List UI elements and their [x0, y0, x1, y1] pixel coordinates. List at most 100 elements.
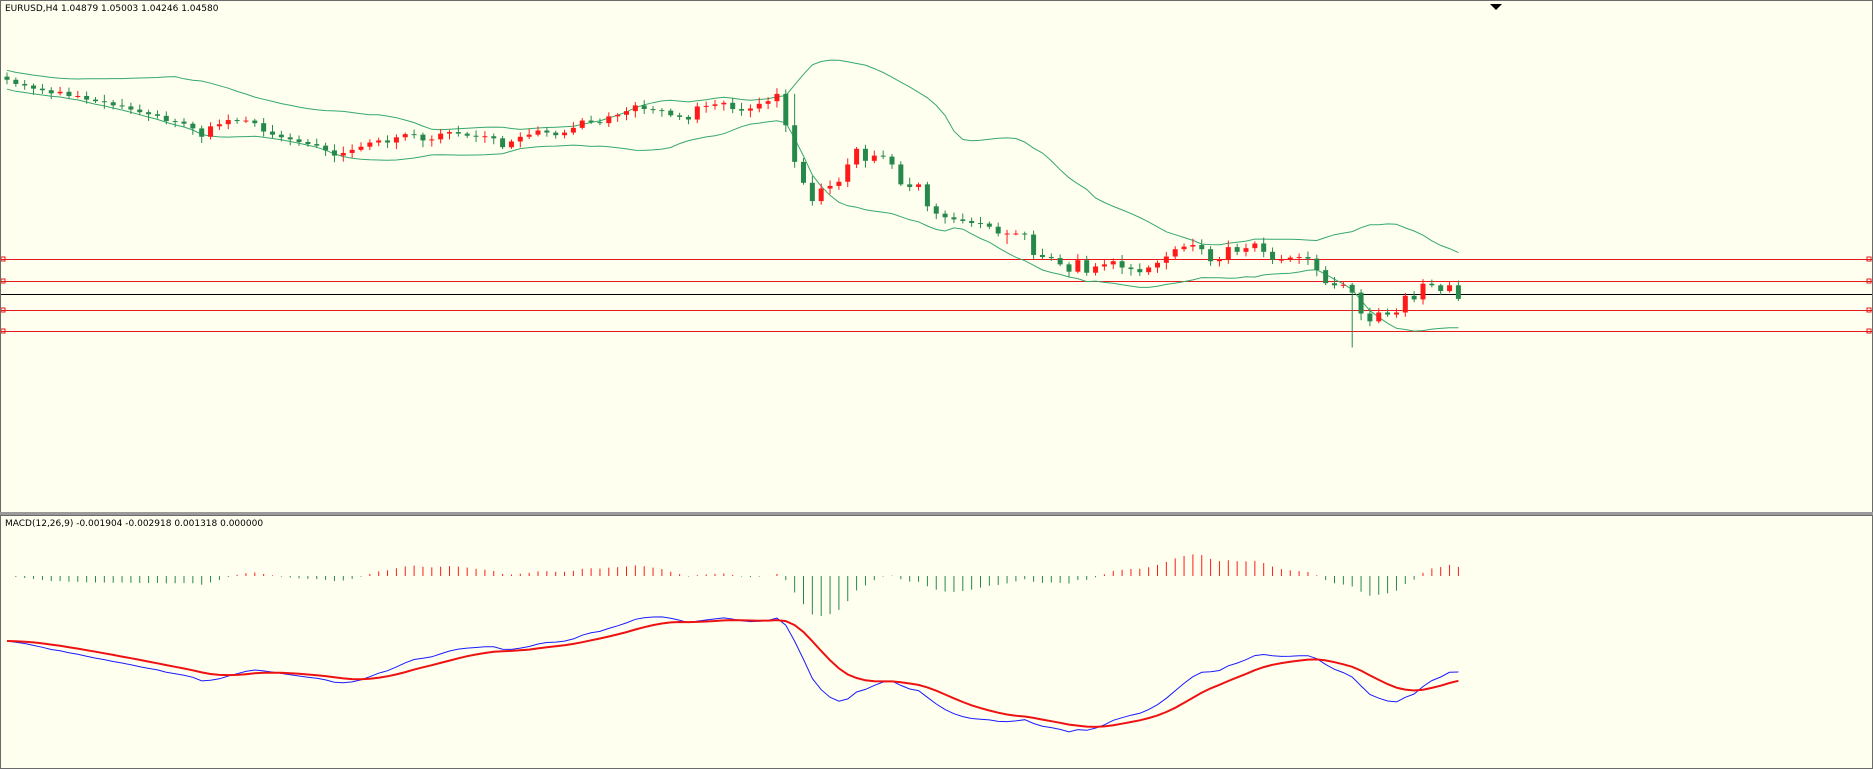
candle-body [482, 136, 488, 138]
macd-pane[interactable]: MACD(12,26,9) -0.001904 -0.002918 0.0013… [0, 515, 1873, 769]
candle-body [579, 120, 585, 128]
candle-body [1084, 260, 1090, 273]
candle-body [31, 85, 37, 89]
candle-body [783, 93, 789, 126]
candle-body [809, 182, 815, 202]
candle-body [48, 90, 54, 94]
candle-body [659, 110, 665, 112]
candle-body [358, 146, 364, 150]
candle-body [624, 111, 629, 115]
bollinger-lower [6, 88, 1459, 332]
candle-body [93, 99, 98, 102]
candle-body [960, 219, 966, 221]
candle-body [570, 127, 576, 133]
candle-body [650, 109, 656, 111]
candle-body [402, 134, 408, 138]
candle-body [615, 114, 621, 117]
candle-body [1039, 254, 1045, 258]
candle-body [411, 134, 417, 136]
candle-body [712, 104, 718, 106]
candle-body [1216, 259, 1222, 262]
candle-body [84, 95, 90, 100]
candle-body [916, 184, 922, 187]
candle-body [1172, 249, 1178, 257]
candle-body [1110, 261, 1116, 265]
candle-body [75, 95, 81, 97]
candle-body [172, 121, 178, 123]
candle-body [792, 125, 798, 162]
candle-body [154, 114, 160, 116]
candle-body [1128, 267, 1134, 270]
candle-body [1190, 245, 1196, 247]
price-chart[interactable] [1, 1, 1872, 513]
candle-body [1048, 257, 1054, 259]
candle-body [420, 134, 426, 141]
candle-body [1066, 264, 1072, 272]
candle-body [101, 101, 107, 103]
candle-body [898, 164, 904, 185]
hline-handle-left [1, 278, 6, 284]
candle-body [526, 134, 532, 137]
candle-body [747, 108, 753, 111]
candle-body [1031, 234, 1037, 255]
candle-body [1119, 261, 1125, 268]
candle-body [1278, 259, 1284, 261]
candle-body [500, 138, 506, 148]
pane-separator[interactable] [0, 512, 1873, 516]
candle-body [181, 121, 187, 124]
candle-body [287, 137, 293, 140]
candle-body [323, 145, 329, 151]
candle-body [1314, 258, 1320, 271]
candle-body [137, 109, 143, 113]
candle-body [1243, 248, 1249, 252]
macd-chart[interactable] [1, 516, 1872, 768]
bollinger-upper [6, 59, 1459, 254]
candle-body [438, 133, 444, 140]
candle-body [146, 112, 152, 115]
shift-marker-icon[interactable] [1490, 3, 1504, 11]
candle-body [225, 120, 231, 125]
candle-body [765, 101, 771, 104]
candle-body [641, 105, 647, 110]
candle-body [208, 126, 214, 137]
candle-body [349, 149, 355, 153]
candle-body [969, 220, 975, 224]
candle-body [668, 110, 674, 116]
candle-body [270, 131, 275, 135]
candle-body [606, 116, 612, 124]
candle-body [13, 79, 19, 84]
candle-body [1252, 243, 1258, 249]
candle-body [491, 136, 497, 139]
candle-body [66, 91, 72, 96]
candle-body [429, 139, 435, 141]
hline-handle-left [1, 328, 6, 334]
candle-body [508, 141, 514, 148]
candle-body [739, 109, 745, 111]
price-chart-pane[interactable]: EURUSD,H4 1.04879 1.05003 1.04246 1.0458… [0, 0, 1873, 514]
candle-body [986, 223, 992, 227]
candle-body [464, 133, 470, 136]
candle-body [1323, 270, 1329, 284]
candle-body [190, 123, 196, 129]
candle-body [854, 148, 860, 165]
candle-body [1022, 233, 1028, 235]
candle-body [119, 105, 125, 107]
candle-body [163, 115, 169, 122]
candle-body [978, 223, 983, 225]
candle-body [1420, 283, 1426, 300]
candle-body [677, 115, 683, 117]
candle-body [1093, 266, 1099, 273]
candle-body [376, 140, 382, 143]
candle-body [1181, 246, 1187, 250]
candle-body [1013, 233, 1019, 235]
candle-body [517, 136, 523, 142]
candle-body [1438, 285, 1444, 292]
candle-body [1447, 285, 1453, 292]
candle-body [588, 120, 594, 123]
candle-body [447, 132, 452, 134]
candle-body [1234, 247, 1240, 252]
candle-body [827, 185, 833, 189]
candle-body [1305, 257, 1311, 259]
candle-body [455, 132, 461, 134]
